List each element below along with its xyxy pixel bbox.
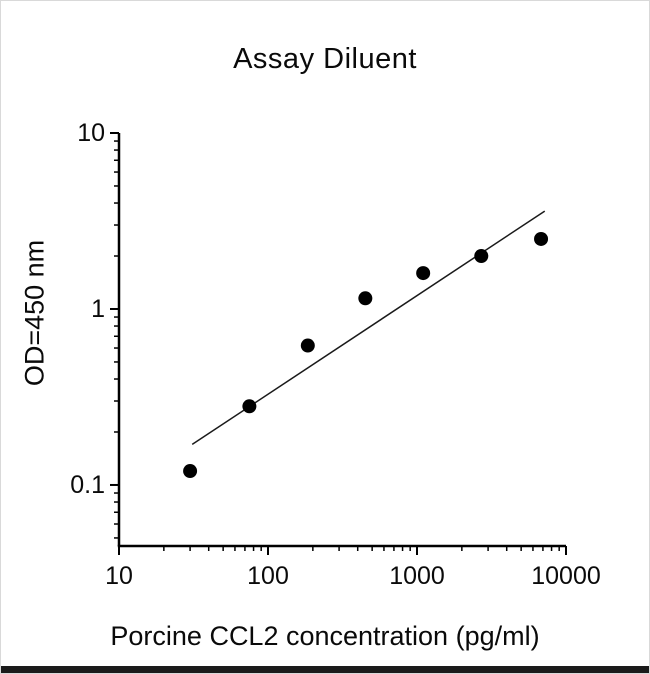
data-point (416, 266, 431, 281)
x-tick-label: 10000 (531, 562, 601, 590)
bottom-crop-bar (1, 666, 649, 673)
data-point (183, 464, 198, 479)
x-tick-label: 100 (247, 562, 289, 590)
axes: 10 100 1000 10000 0.1 1 10 (70, 119, 601, 590)
x-tick-label: 10 (105, 562, 133, 590)
y-tick-label: 0.1 (70, 471, 105, 499)
y-tick-label: 10 (77, 119, 105, 147)
data-point (300, 338, 315, 353)
y-tick-label: 1 (91, 295, 105, 323)
data-point (534, 231, 549, 246)
chart-title: Assay Diluent (233, 43, 417, 75)
x-tick-label: 1000 (389, 562, 445, 590)
data-point (358, 291, 373, 306)
x-axis-label: Porcine CCL2 concentration (pg/ml) (110, 621, 540, 651)
data-point (242, 399, 257, 414)
data-points (183, 231, 549, 479)
data-point (474, 249, 489, 264)
